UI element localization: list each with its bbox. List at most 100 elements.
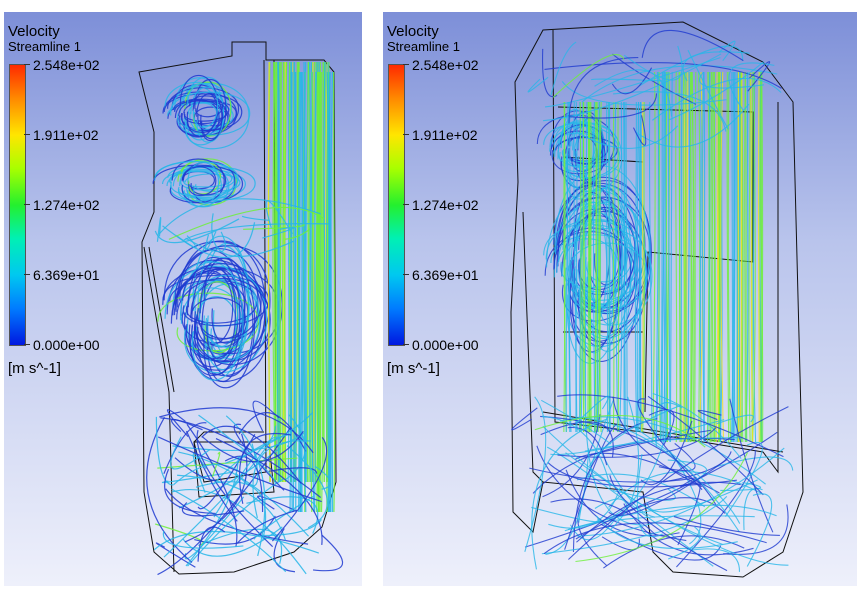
streamline: [661, 71, 665, 443]
streamline: [720, 71, 725, 443]
legend-tick: [403, 344, 409, 345]
streamline: [273, 61, 278, 483]
streamline: [277, 61, 280, 483]
streamline: [313, 71, 317, 513]
streamline: [284, 228, 311, 240]
streamline: [158, 198, 322, 235]
streamline: [578, 400, 614, 523]
streamline: [759, 71, 763, 443]
streamline: [744, 71, 746, 443]
streamline: [698, 71, 701, 443]
streamline: [623, 45, 683, 81]
streamline: [164, 81, 233, 136]
streamline: [290, 71, 293, 513]
streamline: [747, 61, 771, 92]
streamline: [173, 98, 230, 122]
streamline: [163, 425, 277, 558]
streamline: [262, 226, 295, 239]
streamline: [640, 101, 644, 433]
streamline: [701, 71, 705, 443]
legend-tick-label: 1.274e+02: [33, 197, 100, 213]
legend-tick-label: 2.548e+02: [412, 57, 479, 73]
streamline: [544, 57, 721, 108]
streamline: [179, 261, 244, 381]
streamline: [540, 415, 718, 507]
streamline: [309, 61, 312, 483]
streamline: [542, 414, 601, 498]
viewport-left[interactable]: Velocity Streamline 1 2.548e+02 1.911e+0…: [4, 12, 362, 586]
legend-title: Velocity: [8, 23, 60, 40]
streamline: [612, 396, 703, 488]
streamline: [171, 488, 287, 573]
legend-tick: [24, 274, 30, 275]
streamline: [659, 71, 664, 443]
streamline: [675, 71, 678, 443]
streamline: [187, 161, 220, 204]
legend-tick: [403, 134, 409, 135]
streamline: [632, 115, 647, 146]
legend-title: Velocity: [387, 23, 439, 40]
streamline: [658, 71, 662, 443]
streamline: [667, 71, 671, 443]
legend-tick: [403, 64, 409, 65]
streamline: [198, 528, 283, 564]
streamline: [557, 182, 621, 353]
color-legend: Velocity Streamline 1 2.548e+02 1.911e+0…: [383, 12, 513, 392]
streamline: [608, 101, 611, 433]
streamline: [201, 425, 302, 484]
streamline: [297, 71, 302, 513]
streamline: [611, 67, 653, 95]
streamline: [594, 498, 628, 510]
streamline: [169, 91, 251, 136]
streamline: [603, 535, 745, 569]
streamline: [600, 451, 656, 518]
streamline: [173, 463, 243, 486]
streamline: [678, 71, 683, 443]
streamline: [279, 61, 282, 483]
streamline: [591, 78, 662, 82]
streamline: [197, 526, 226, 562]
streamline: [164, 468, 216, 515]
streamline: [284, 414, 306, 481]
streamline: [163, 422, 207, 474]
streamline: [330, 71, 334, 513]
streamline: [567, 504, 777, 531]
streamline: [555, 137, 618, 164]
streamline: [540, 421, 614, 458]
streamline: [698, 71, 764, 89]
streamline: [215, 438, 323, 545]
streamline: [715, 71, 719, 443]
streamline: [534, 414, 706, 448]
streamline: [196, 93, 223, 141]
streamline: [531, 418, 608, 570]
streamline: [612, 488, 676, 501]
legend-subtitle: Streamline 1: [387, 39, 460, 54]
streamline: [157, 457, 298, 469]
streamline: [638, 101, 642, 433]
streamline: [563, 101, 566, 433]
streamline: [577, 447, 785, 537]
streamline: [669, 61, 765, 121]
streamline: [647, 395, 764, 496]
streamline: [306, 61, 311, 483]
viewport-right[interactable]: Velocity Streamline 1 2.548e+02 1.911e+0…: [383, 12, 857, 586]
streamline: [594, 101, 598, 433]
streamline: [157, 436, 322, 503]
streamline: [689, 71, 694, 443]
streamline: [298, 71, 302, 513]
streamline: [748, 71, 751, 443]
streamline: [317, 71, 321, 513]
streamline: [613, 91, 727, 132]
streamlines: [146, 61, 343, 576]
streamline: [729, 398, 774, 533]
streamline: [713, 456, 794, 471]
streamline: [310, 71, 314, 513]
streamline: [575, 101, 578, 433]
streamline: [707, 71, 710, 443]
streamline: [577, 505, 608, 567]
streamline: [252, 400, 280, 432]
streamline: [578, 416, 740, 533]
streamline: [716, 414, 754, 425]
streamline: [315, 71, 319, 513]
streamline: [668, 449, 702, 545]
